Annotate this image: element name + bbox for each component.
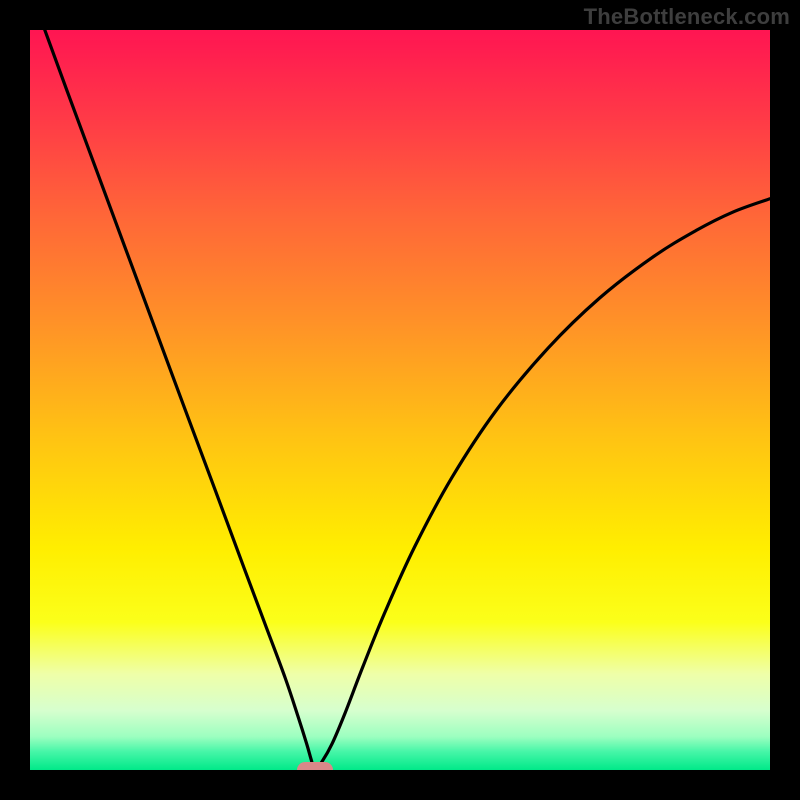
curve-path bbox=[45, 30, 770, 770]
minimum-marker bbox=[297, 762, 333, 770]
plot-area bbox=[30, 30, 770, 770]
chart-frame: TheBottleneck.com bbox=[0, 0, 800, 800]
attribution-text: TheBottleneck.com bbox=[584, 4, 790, 30]
bottleneck-curve bbox=[30, 30, 770, 770]
